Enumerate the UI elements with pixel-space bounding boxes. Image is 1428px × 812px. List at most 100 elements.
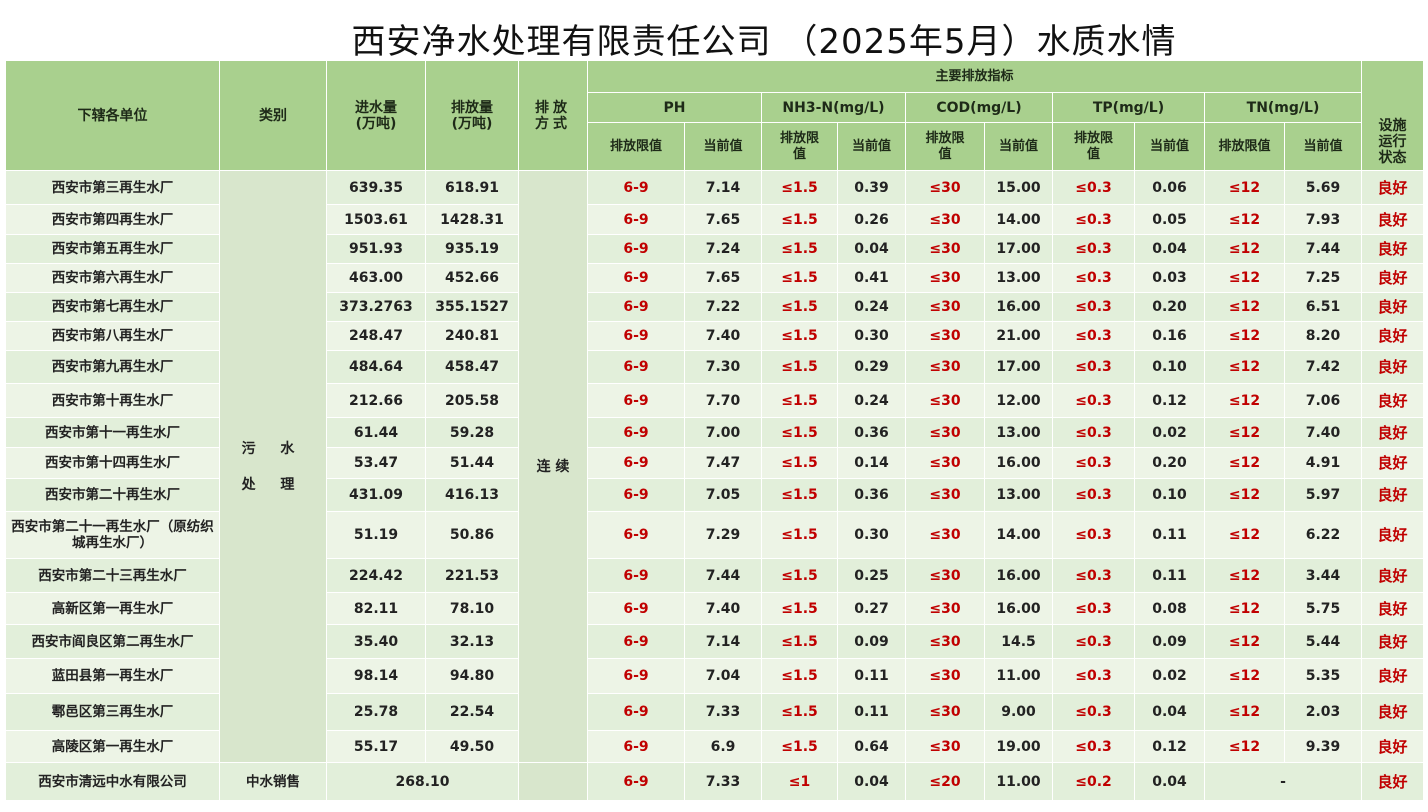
cell-cod: 13.00	[984, 263, 1053, 293]
cell-tn: 3.44	[1284, 558, 1362, 593]
table-row-last: 西安市清远中水有限公司 中水销售 268.10 6-9 7.33 ≤1 0.04 ≤20 11.…	[5, 762, 1424, 801]
header-cod-current: 当前值	[984, 122, 1053, 171]
cell-ph: 7.65	[684, 204, 762, 235]
cell-ph: 7.30	[684, 350, 762, 384]
last-cell-category: 中水销售	[219, 762, 327, 801]
cell-discharge: 50.86	[425, 511, 519, 559]
cell-unit: 西安市第二十再生水厂	[5, 478, 220, 512]
category-label: 污 水 处 理	[241, 440, 305, 493]
table-body: 西安市第三再生水厂污 水 处 理 639.35 618.91 连 续 6-9 7.14 ≤1…	[5, 170, 1424, 801]
cell-tp: 0.11	[1134, 511, 1205, 559]
cell-tn-limit: ≤12	[1204, 478, 1285, 512]
last-cell-tp-limit: ≤0.2	[1052, 762, 1135, 801]
table-row: 鄠邑区第三再生水厂 25.78 22.54 6-9 7.33 ≤1.5 0.11 ≤30 9.0…	[5, 693, 1424, 731]
cell-unit: 西安市第十一再生水厂	[5, 417, 220, 448]
cell-ph: 7.33	[684, 693, 762, 731]
header-cod-limit: 排放限 值	[905, 122, 985, 171]
cell-nh3-limit: ≤1.5	[761, 170, 838, 205]
cell-inflow: 212.66	[326, 383, 426, 418]
cell-unit: 高陵区第一再生水厂	[5, 730, 220, 763]
cell-nh3-limit: ≤1.5	[761, 558, 838, 593]
cell-tp: 0.02	[1134, 417, 1205, 448]
cell-tn: 7.93	[1284, 204, 1362, 235]
cell-inflow: 35.40	[326, 624, 426, 659]
cell-cod: 17.00	[984, 350, 1053, 384]
header-ph-current: 当前值	[684, 122, 762, 171]
cell-tp-limit: ≤0.3	[1052, 321, 1135, 351]
cell-inflow: 224.42	[326, 558, 426, 593]
cell-unit: 西安市第三再生水厂	[5, 170, 220, 205]
cell-discharge: 94.80	[425, 658, 519, 694]
cell-nh3-limit: ≤1.5	[761, 447, 838, 479]
cell-ph-limit: 6-9	[587, 321, 685, 351]
cell-ph-limit: 6-9	[587, 417, 685, 448]
cell-tn: 4.91	[1284, 447, 1362, 479]
cell-tp-limit: ≤0.3	[1052, 558, 1135, 593]
cell-unit: 西安市阎良区第二再生水厂	[5, 624, 220, 659]
table-row: 西安市第四再生水厂 1503.61 1428.31 6-9 7.65 ≤1.5 0.26 ≤3…	[5, 204, 1424, 235]
cell-unit: 西安市第五再生水厂	[5, 234, 220, 264]
cell-discharge: 416.13	[425, 478, 519, 512]
cell-status: 良好	[1361, 292, 1424, 322]
cell-unit: 西安市第九再生水厂	[5, 350, 220, 384]
cell-tn-limit: ≤12	[1204, 447, 1285, 479]
cell-cod: 13.00	[984, 417, 1053, 448]
cell-tp: 0.12	[1134, 730, 1205, 763]
cell-unit: 蓝田县第一再生水厂	[5, 658, 220, 694]
cell-cod-limit: ≤30	[905, 234, 985, 264]
cell-discharge: 240.81	[425, 321, 519, 351]
last-cell-status: 良好	[1361, 762, 1424, 801]
cell-tp: 0.04	[1134, 693, 1205, 731]
cell-status: 良好	[1361, 511, 1424, 559]
cell-tp-limit: ≤0.3	[1052, 170, 1135, 205]
last-cell-tp: 0.04	[1134, 762, 1205, 801]
cell-cod: 14.00	[984, 511, 1053, 559]
last-cell-nh3: 0.04	[837, 762, 906, 801]
cell-cod: 13.00	[984, 478, 1053, 512]
cell-status: 良好	[1361, 321, 1424, 351]
cell-nh3: 0.30	[837, 321, 906, 351]
header-tn-current: 当前值	[1284, 122, 1362, 171]
table-row: 西安市第十一再生水厂 61.44 59.28 6-9 7.00 ≤1.5 0.36 ≤30 13…	[5, 417, 1424, 448]
cell-tp-limit: ≤0.3	[1052, 730, 1135, 763]
cell-status: 良好	[1361, 658, 1424, 694]
cell-tn: 2.03	[1284, 693, 1362, 731]
header-tp-limit: 排放限 值	[1052, 122, 1135, 171]
cell-nh3-limit: ≤1.5	[761, 730, 838, 763]
table-row: 西安市第六再生水厂 463.00 452.66 6-9 7.65 ≤1.5 0.41 ≤30 1…	[5, 263, 1424, 293]
cell-nh3: 0.09	[837, 624, 906, 659]
cell-status: 良好	[1361, 170, 1424, 205]
cell-ph-limit: 6-9	[587, 730, 685, 763]
cell-tn: 6.22	[1284, 511, 1362, 559]
cell-inflow: 951.93	[326, 234, 426, 264]
cell-tn: 5.97	[1284, 478, 1362, 512]
cell-tn-limit: ≤12	[1204, 592, 1285, 625]
cell-tp-limit: ≤0.3	[1052, 204, 1135, 235]
cell-cod-limit: ≤30	[905, 511, 985, 559]
cell-nh3: 0.04	[837, 234, 906, 264]
cell-nh3: 0.36	[837, 478, 906, 512]
header-category: 类别	[219, 60, 327, 171]
cell-nh3-limit: ≤1.5	[761, 624, 838, 659]
cell-tn-limit: ≤12	[1204, 383, 1285, 418]
cell-tp-limit: ≤0.3	[1052, 624, 1135, 659]
cell-ph-limit: 6-9	[587, 478, 685, 512]
cell-cod: 9.00	[984, 693, 1053, 731]
cell-ph: 7.24	[684, 234, 762, 264]
cell-tp: 0.12	[1134, 383, 1205, 418]
cell-discharge: 355.1527	[425, 292, 519, 322]
cell-nh3: 0.14	[837, 447, 906, 479]
cell-unit: 西安市第十四再生水厂	[5, 447, 220, 479]
cell-nh3: 0.41	[837, 263, 906, 293]
cell-nh3: 0.64	[837, 730, 906, 763]
cell-cod: 16.00	[984, 447, 1053, 479]
cell-ph: 7.29	[684, 511, 762, 559]
last-cell-method	[518, 762, 588, 801]
header-main-indicators: 主要排放指标	[587, 60, 1362, 93]
cell-ph: 7.65	[684, 263, 762, 293]
cell-discharge: 618.91	[425, 170, 519, 205]
cell-inflow: 25.78	[326, 693, 426, 731]
cell-tp: 0.10	[1134, 478, 1205, 512]
cell-discharge: 458.47	[425, 350, 519, 384]
cell-nh3: 0.11	[837, 693, 906, 731]
